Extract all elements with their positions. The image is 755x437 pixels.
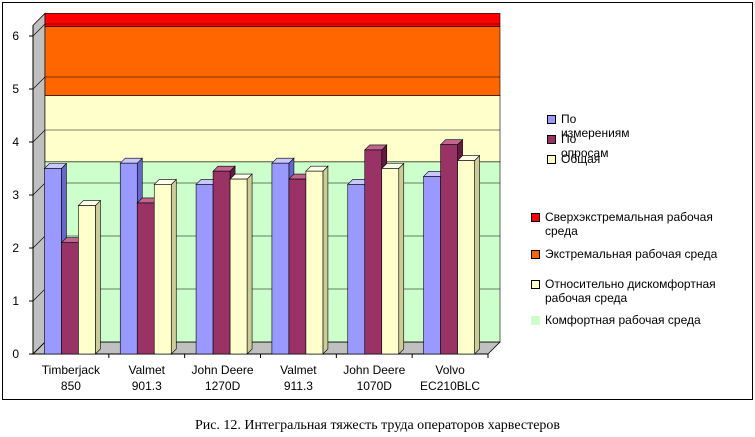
gridline-side-6 — [32, 23, 46, 37]
y-tick-label-3: 3 — [12, 188, 19, 202]
bar-1-1 — [136, 202, 155, 355]
legend-label: Экстремальная рабочая среда — [545, 247, 718, 261]
bar-0-5 — [423, 176, 441, 355]
y-tick-label-6: 6 — [12, 29, 19, 43]
legend-label: Общая — [561, 152, 601, 166]
chart-frame — [2, 2, 753, 400]
zone-band-3 — [44, 13, 501, 27]
y-tick-label-1: 1 — [12, 294, 19, 308]
bar-2-3 — [305, 170, 324, 355]
bar-0-0 — [44, 168, 62, 355]
bar-chart: 0 1 2 3 4 5 6 Timberjack 850 Valmet 901.3 John Deer… — [12, 12, 501, 393]
y-tick-label-2: 2 — [12, 241, 19, 255]
y-tick-label-5: 5 — [12, 82, 19, 96]
chart-side-wall — [32, 12, 46, 355]
legend-item-zone-3: Комфортная рабочая среда — [531, 313, 741, 327]
bar-side — [322, 165, 329, 355]
bar-side — [246, 173, 253, 355]
x-tick-label: 901.3 — [132, 379, 162, 393]
x-tick-label: John Deere — [343, 363, 405, 377]
legend-swatch — [547, 115, 556, 124]
legend-label: По измерениям — [561, 112, 630, 140]
bar-side — [95, 199, 101, 355]
legend-item-zone-2: Относительно дискомфортная рабочая среда — [531, 277, 746, 305]
bar-2-4 — [381, 168, 400, 355]
x-tick-label: 1270D — [205, 379, 241, 393]
legend-label: По опросам — [561, 132, 609, 160]
x-tick-label: John Deere — [192, 363, 254, 377]
legend-item-series-0: По измерениям — [547, 112, 630, 140]
bar-2-5 — [457, 160, 475, 355]
bar-0-1 — [119, 162, 138, 355]
bar-1-2 — [212, 170, 231, 355]
bar-2-1 — [153, 184, 172, 355]
bar-1-4 — [364, 149, 383, 355]
bar-2-2 — [229, 178, 248, 355]
zone-band-2 — [44, 26, 501, 96]
bar-1-0 — [61, 242, 79, 355]
bar-2-0 — [78, 205, 96, 355]
legend-item-zone-0: Сверхэкстремальная рабочая среда — [531, 210, 741, 238]
gridline-side-3 — [32, 182, 46, 196]
gridline-side-1 — [32, 288, 46, 302]
gridline-side-5 — [32, 76, 46, 90]
y-tick-label-4: 4 — [12, 135, 19, 149]
x-tick-label: 850 — [61, 379, 81, 393]
x-tick-label: Valmet — [280, 363, 317, 377]
x-tick-label: 1070D — [357, 379, 393, 393]
zone-band-1 — [44, 95, 501, 163]
legend-label: Относительно дискомфортная рабочая среда — [545, 277, 716, 305]
gridline-side-4 — [32, 129, 46, 143]
x-tick-label: 911.3 — [284, 379, 313, 393]
bar-side — [398, 162, 405, 355]
bar-0-3 — [271, 162, 290, 355]
legend-label: Сверхэкстремальная рабочая среда — [545, 210, 713, 238]
legend-item-series-2: Общая — [547, 152, 600, 166]
bar-1-5 — [440, 144, 458, 355]
legend-swatch — [531, 316, 540, 325]
bar-1-3 — [288, 178, 307, 355]
gridline-side-2 — [32, 235, 46, 249]
bar-0-2 — [195, 184, 214, 355]
bar-side — [474, 154, 480, 355]
legend-swatch — [531, 250, 540, 259]
x-tick-label: EC210BLC — [420, 379, 480, 393]
x-tick-label: Valmet — [129, 363, 166, 377]
figure-caption: Рис. 12. Интегральная тяжесть труда опер… — [194, 418, 561, 433]
legend-swatch — [531, 213, 540, 222]
legend-item-series-1: По опросам — [547, 132, 608, 160]
legend-swatch — [531, 280, 540, 289]
legend-item-zone-1: Экстремальная рабочая среда — [531, 247, 746, 261]
bar-side — [170, 178, 177, 355]
gridline-side-0 — [32, 341, 46, 355]
bar-0-4 — [347, 184, 366, 355]
legend-swatch — [547, 155, 556, 164]
x-tick-label: Timberjack — [42, 363, 101, 377]
x-tick-label: Volvo — [435, 363, 465, 377]
legend-swatch — [547, 135, 556, 144]
legend-label: Комфортная рабочая среда — [545, 313, 701, 327]
y-tick-label-0: 0 — [12, 347, 19, 361]
